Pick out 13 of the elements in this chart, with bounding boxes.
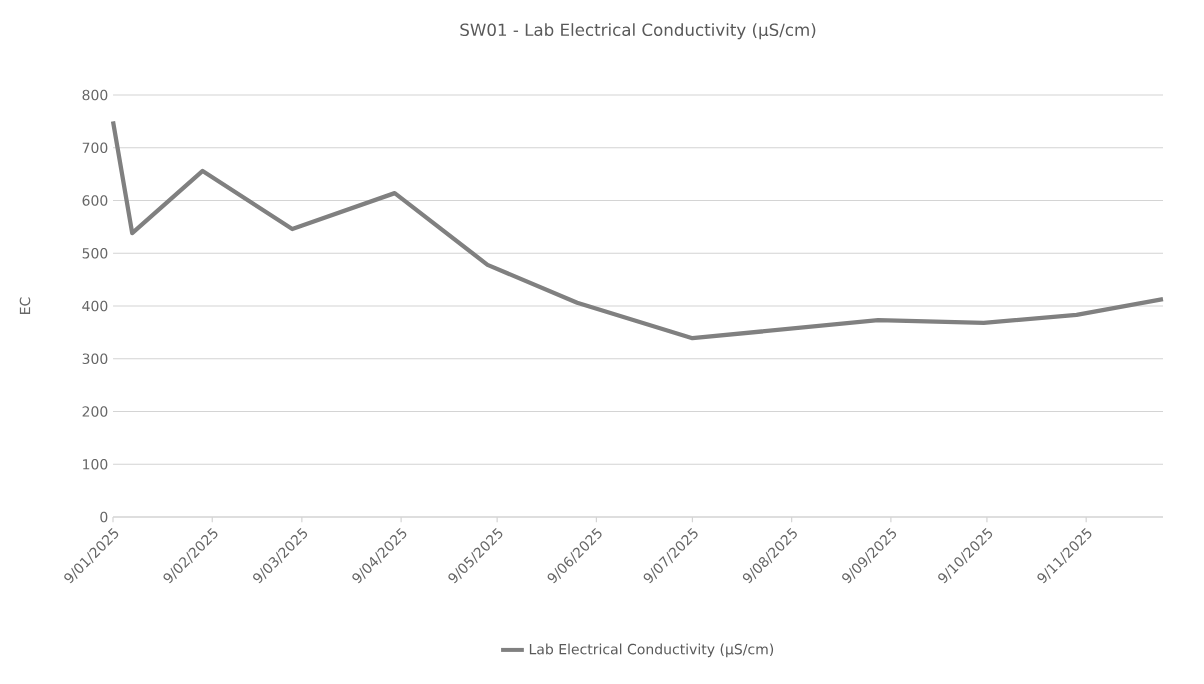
chart-title: SW01 - Lab Electrical Conductivity (µS/cm) (460, 23, 816, 40)
y-tick-label: 400 (82, 300, 108, 312)
y-tick-label: 700 (82, 142, 108, 154)
y-tick-label: 0 (100, 511, 108, 523)
y-axis-title: EC (19, 297, 31, 314)
y-tick-label: 100 (83, 458, 108, 470)
y-tick-label: 200 (82, 406, 108, 417)
line-series (110, 119, 1166, 341)
legend-label: Lab Electrical Conductivity (µS/cm) (529, 643, 774, 658)
y-tick-label: 800 (82, 89, 108, 101)
y-tick-label: 500 (82, 247, 108, 259)
y-tick-label: 300 (82, 353, 108, 365)
y-tick-label: 600 (82, 195, 108, 206)
